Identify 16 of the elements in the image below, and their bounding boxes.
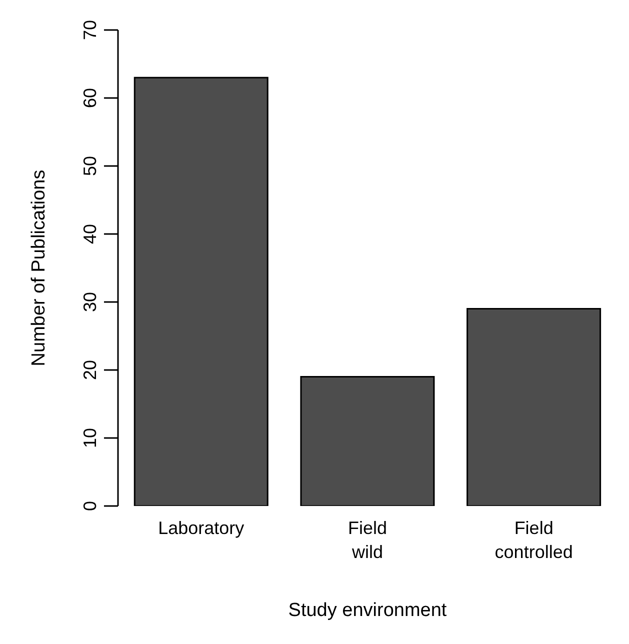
y-tick-label: 0: [80, 500, 100, 512]
y-tick-label: 10: [80, 428, 100, 448]
x-tick-label: Field wild: [348, 518, 388, 562]
y-tick-label: 60: [80, 88, 100, 108]
x-tick-label: Field controlled: [494, 518, 573, 562]
bar: [300, 376, 435, 506]
bar: [466, 308, 602, 506]
bar: [134, 76, 268, 506]
y-tick-label: 20: [80, 360, 100, 380]
y-tick-label: 30: [80, 292, 100, 312]
y-axis-title: Number of Publications: [28, 170, 50, 366]
x-axis-title: Study environment: [288, 600, 448, 621]
y-tick-label: 50: [80, 156, 100, 176]
y-tick-label: 40: [80, 224, 100, 244]
x-tick-label: Laboratory: [158, 518, 244, 538]
y-tick-label: 70: [80, 20, 100, 40]
